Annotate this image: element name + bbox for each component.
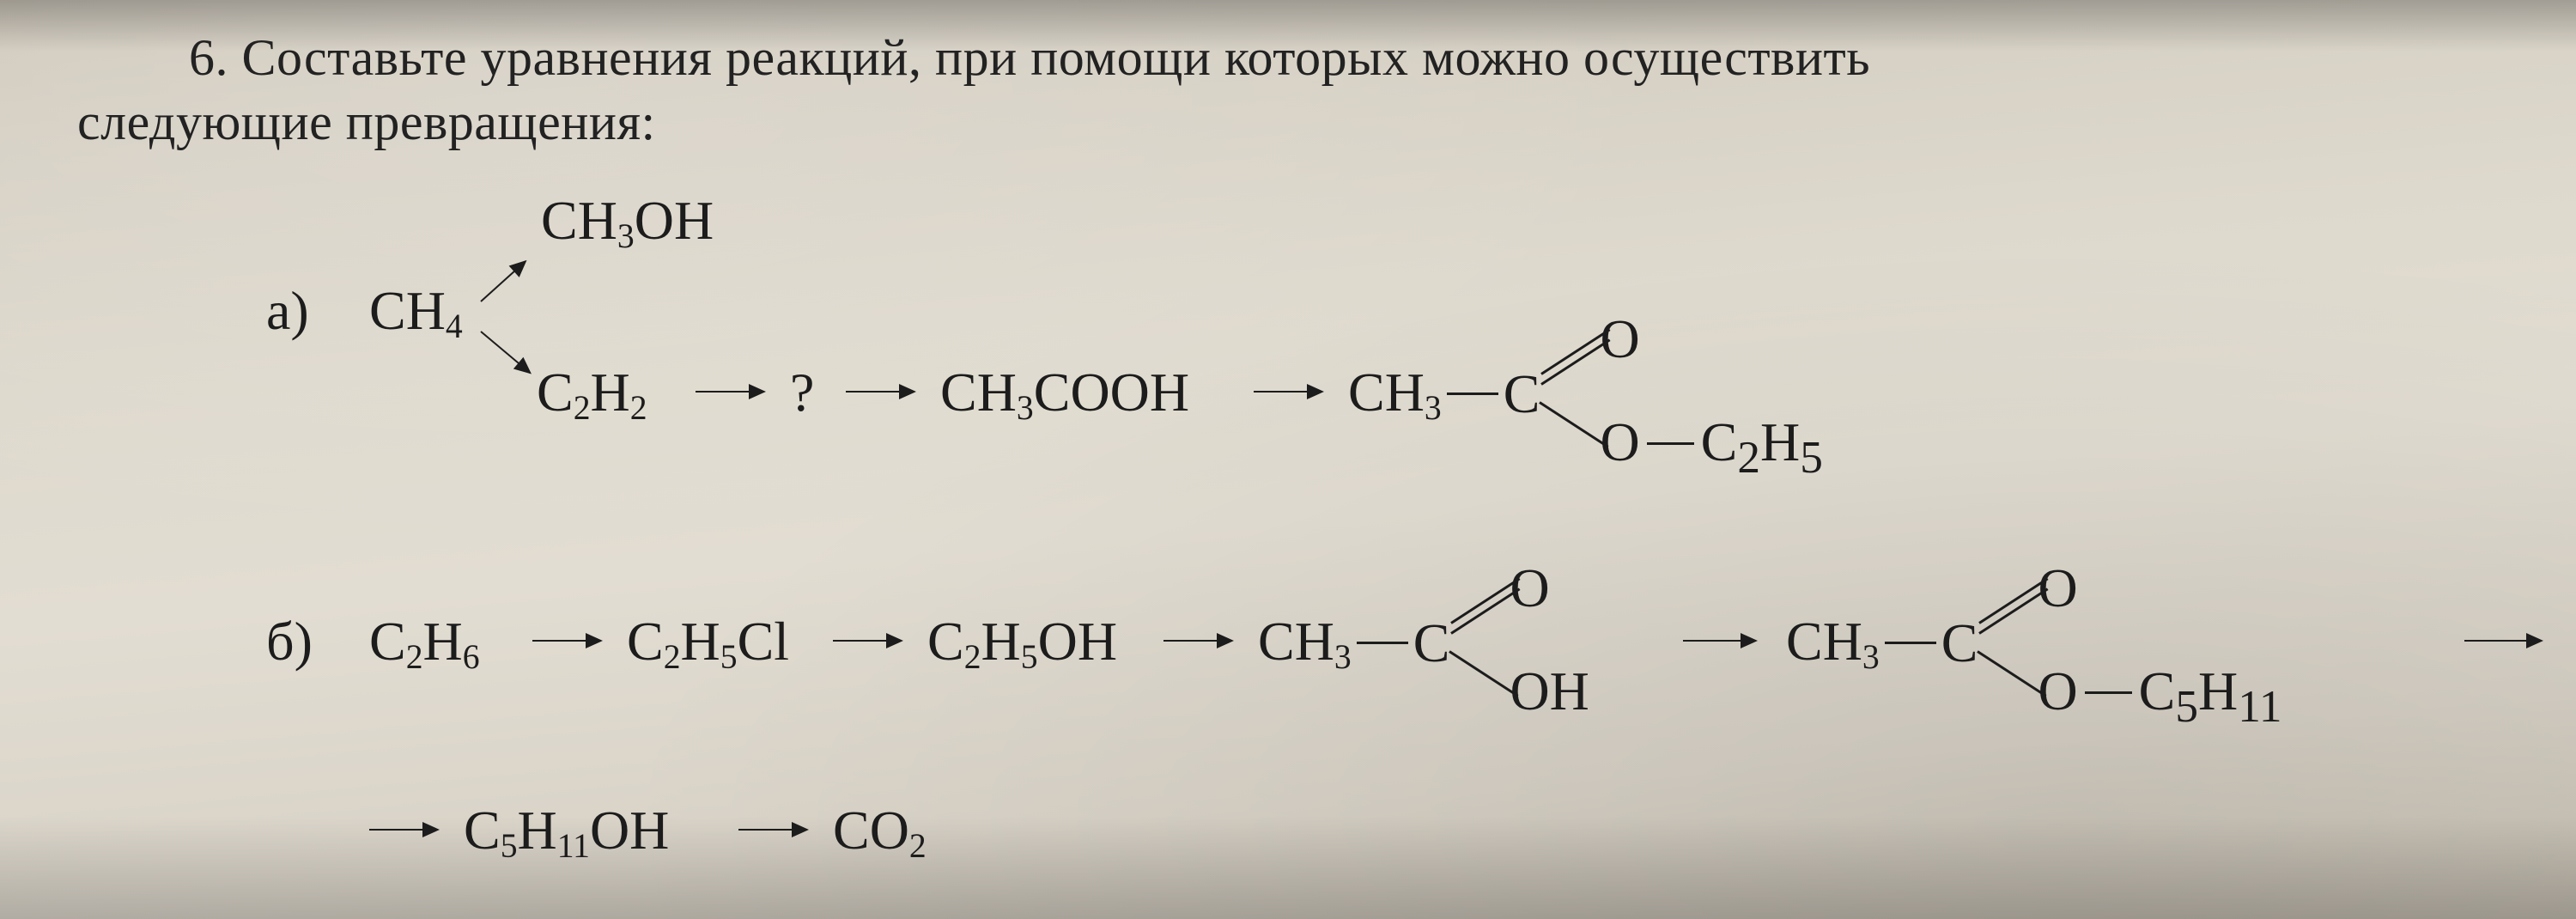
arrow-a-down (480, 331, 531, 374)
arrow-a-1 (696, 391, 764, 393)
scheme-a-step3: CH3COOH (940, 361, 1189, 428)
single-bond-icon (1978, 650, 2047, 697)
problem-line1: Составьте уравнения реакций, при помощи … (242, 29, 1871, 86)
bond-h-icon (1885, 642, 1936, 644)
ester-a-o-top: O (1600, 307, 1639, 371)
scheme-a-branch-down: C2H2 (537, 361, 647, 428)
scheme-a-unknown: ? (790, 361, 814, 424)
ester-a-carbon: C O OC2H5 (1504, 362, 1540, 426)
scheme-b-step2: C2H5Cl (627, 610, 789, 677)
scheme-a-label: а) (266, 279, 309, 343)
reaction-schemes: а) CH4 CH3OH C2H2 ? CH3COOH CH3 C O (77, 180, 2516, 893)
scheme-b-label: б) (266, 610, 313, 673)
scheme-b-step1: C2H6 (369, 610, 480, 677)
scheme-b-tail1: C5H11OH (464, 799, 669, 866)
arrow-b-3 (1163, 640, 1232, 642)
ester-b-ch3: CH3 (1786, 610, 1880, 677)
arrow-b-7 (738, 829, 807, 831)
scheme-b-step3: C2H5OH (927, 610, 1117, 677)
scheme-b-acid: CH3 C O OH (1258, 610, 1449, 677)
arrow-b-2 (833, 640, 902, 642)
bond-h-icon (1357, 642, 1408, 644)
problem-line2: следующие превращения: (77, 94, 656, 150)
ester-b-o-top: O (2038, 557, 2077, 620)
scheme-a-start: CH4 (369, 279, 463, 346)
page-content: 6. Составьте уравнения реакций, при помо… (0, 0, 2576, 919)
problem-number: 6. (189, 29, 228, 86)
arrow-b-5 (2464, 640, 2542, 642)
single-bond-icon (1449, 650, 1519, 697)
problem-statement: 6. Составьте уравнения реакций, при помо… (77, 26, 2516, 155)
acid-oh: OH (1510, 660, 1589, 723)
acid-carbon: C O OH (1413, 612, 1450, 675)
acid-o-top: O (1510, 557, 1549, 620)
arrow-a-up (480, 260, 526, 301)
arrow-b-4 (1683, 640, 1756, 642)
bond-h-icon (1447, 393, 1498, 395)
acid-ch3: CH3 (1258, 610, 1352, 677)
ester-b-carbon: C O OC5H11 (1941, 612, 1978, 675)
ester-a-o-bot: OC2H5 (1600, 411, 1822, 484)
scheme-a-product: CH3 C O OC2H5 (1348, 361, 1540, 428)
arrow-b-6 (369, 829, 438, 831)
scheme-a-branch-up: CH3OH (541, 189, 714, 256)
arrow-a-2 (846, 391, 914, 393)
single-bond-icon (1540, 401, 1609, 447)
ester-a-ch3: CH3 (1348, 361, 1442, 428)
ester-b-o-bot: OC5H11 (2038, 660, 2281, 733)
scheme-b-ester: CH3 C O OC5H11 (1786, 610, 1978, 677)
arrow-a-3 (1254, 391, 1322, 393)
scheme-b-tail2: CO2 (833, 799, 927, 866)
arrow-b-1 (532, 640, 601, 642)
